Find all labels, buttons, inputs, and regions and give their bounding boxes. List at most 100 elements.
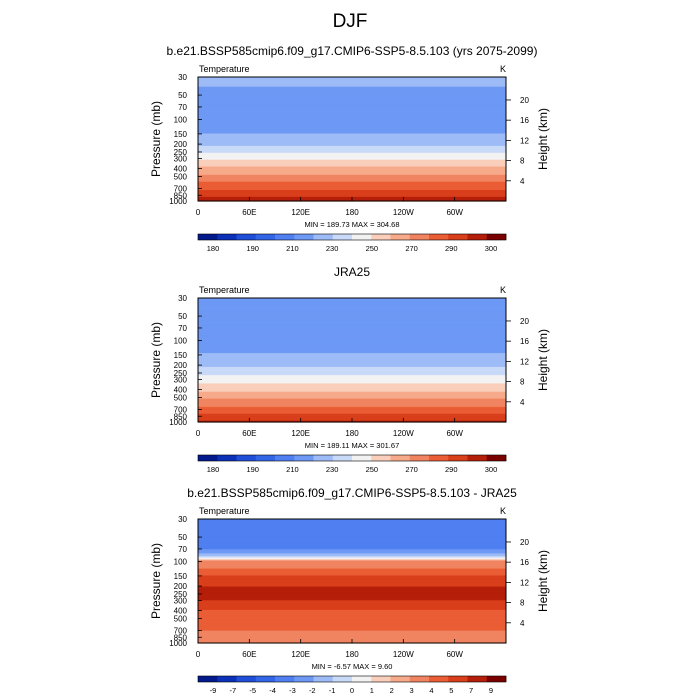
field-band xyxy=(198,180,506,183)
field-band xyxy=(198,93,506,96)
field-band xyxy=(198,377,506,380)
field-band xyxy=(198,618,506,621)
field-band xyxy=(198,626,506,629)
field-band xyxy=(198,627,506,630)
field-band xyxy=(198,581,506,583)
field-band xyxy=(198,571,506,574)
x-tick-label: 60E xyxy=(242,650,256,659)
y-tick-label: 300 xyxy=(174,596,188,605)
colorbar-swatch xyxy=(409,676,430,682)
y-tick-label: 300 xyxy=(174,154,188,163)
x-tick-label: 0 xyxy=(196,208,201,217)
colorbar-label: 230 xyxy=(326,244,339,253)
field-band xyxy=(198,589,506,592)
field-band xyxy=(198,364,506,367)
field-band xyxy=(198,99,506,102)
colorbar-swatch xyxy=(371,455,391,461)
colorbar-swatch xyxy=(313,234,334,240)
colorbar-label: -1 xyxy=(329,686,336,695)
field-band xyxy=(198,379,506,382)
y-tick-label: 850 xyxy=(174,633,188,642)
colorbar-swatch xyxy=(409,455,430,461)
field-band xyxy=(198,350,506,353)
field-band xyxy=(198,583,506,586)
field-band xyxy=(198,194,506,197)
field-band xyxy=(198,521,506,524)
y-right-tick-label: 16 xyxy=(520,558,529,567)
field-band xyxy=(198,530,506,532)
y-tick-label: 400 xyxy=(174,386,188,395)
panel-title: b.e21.BSSP585cmip6.f09_g17.CMIP6-SSP5-8.… xyxy=(187,486,517,500)
y-tick-label: 250 xyxy=(174,148,188,157)
y-tick-label: 100 xyxy=(174,558,188,567)
x-tick-label: 60W xyxy=(446,208,463,217)
field-band xyxy=(198,568,506,571)
field-band xyxy=(198,92,506,95)
field-band xyxy=(198,83,506,86)
colorbar-label: 4 xyxy=(429,686,433,695)
field-band xyxy=(198,600,506,603)
y-tick-label: 700 xyxy=(174,184,188,193)
field-band xyxy=(198,122,506,125)
field-band xyxy=(198,611,506,614)
field-band xyxy=(198,143,506,146)
field-band xyxy=(198,609,506,612)
field-band xyxy=(198,410,506,413)
field-band xyxy=(198,404,506,407)
colorbar-swatch xyxy=(198,455,218,461)
field-band xyxy=(198,298,506,300)
colorbar-label: -2 xyxy=(309,686,316,695)
y-tick-label: 250 xyxy=(174,590,188,599)
field-band xyxy=(198,107,506,110)
y-tick-label: 70 xyxy=(178,545,187,554)
y-tick-label: 250 xyxy=(174,369,188,378)
colorbar-label: 9 xyxy=(489,686,493,695)
field-band xyxy=(198,137,506,140)
field-band xyxy=(198,534,506,537)
field-band xyxy=(198,141,506,144)
colorbar-swatch xyxy=(217,455,237,461)
colorbar-swatch xyxy=(236,234,257,240)
panels: b.e21.BSSP585cmip6.f09_g17.CMIP6-SSP5-8.… xyxy=(149,44,550,695)
field-band xyxy=(198,373,506,376)
field-band xyxy=(198,395,506,398)
field-band xyxy=(198,118,506,121)
figure-title: DJF xyxy=(333,11,368,32)
field-band xyxy=(198,351,506,354)
field-band xyxy=(198,158,506,161)
y-right-tick-label: 8 xyxy=(520,378,525,387)
field-band xyxy=(198,567,506,570)
field-band xyxy=(198,388,506,391)
field-band xyxy=(198,543,506,546)
colorbar-swatch xyxy=(486,234,507,240)
x-tick-label: 0 xyxy=(196,429,201,438)
field-band xyxy=(198,184,506,187)
field-band xyxy=(198,139,506,141)
field-band xyxy=(198,519,506,521)
field-band xyxy=(198,307,506,310)
x-tick-label: 180 xyxy=(345,650,359,659)
field-band xyxy=(198,318,506,321)
field-band xyxy=(198,393,506,396)
colorbar-swatch xyxy=(486,676,507,682)
colorbar-label: 5 xyxy=(449,686,453,695)
field-band xyxy=(198,154,506,157)
x-tick-label: 120E xyxy=(291,429,310,438)
field-band xyxy=(198,151,506,154)
field-band xyxy=(198,549,506,552)
y-tick-label: 30 xyxy=(178,73,187,82)
colorbar-swatch xyxy=(352,234,372,240)
field-band xyxy=(198,176,506,179)
field-band xyxy=(198,343,506,346)
field-band xyxy=(198,405,506,408)
field-band xyxy=(198,554,506,557)
colorbar-swatch xyxy=(390,234,411,240)
x-tick-label: 120E xyxy=(291,208,310,217)
y-tick-label: 850 xyxy=(174,191,188,200)
field-band xyxy=(198,406,506,409)
units-label: K xyxy=(500,64,506,74)
field-band xyxy=(198,398,506,401)
field-band xyxy=(198,598,506,601)
colorbar-label: 270 xyxy=(405,465,418,474)
field-band xyxy=(198,574,506,577)
